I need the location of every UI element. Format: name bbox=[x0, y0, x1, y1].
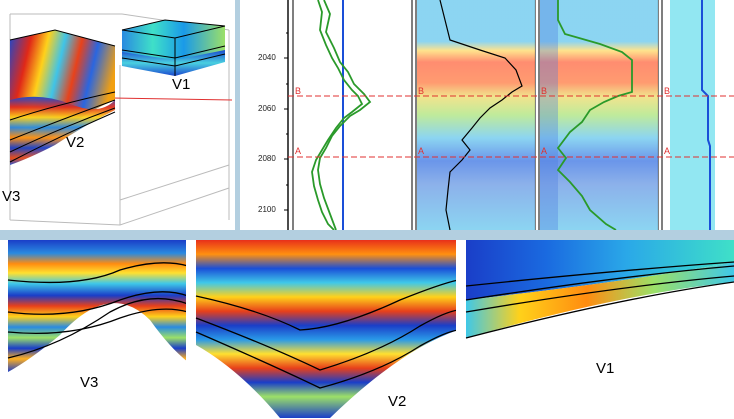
marker-a-track2: A bbox=[418, 146, 425, 156]
section-v3-horizons bbox=[7, 262, 189, 359]
marker-line-3d bbox=[111, 97, 233, 101]
section-v1-horizons bbox=[465, 261, 734, 339]
label-v2-3d: V2 bbox=[66, 134, 85, 151]
log-tracks-graphic bbox=[284, 0, 734, 230]
marker-a-track4: A bbox=[664, 146, 671, 156]
section-v3-fill bbox=[8, 240, 188, 372]
marker-b-track2: B bbox=[418, 86, 425, 96]
label-v2-section: V2 bbox=[388, 393, 407, 410]
marker-a-track1: A bbox=[295, 146, 302, 156]
sections-graphic bbox=[7, 240, 734, 418]
track2-fill bbox=[417, 0, 535, 230]
3d-view-graphic bbox=[9, 13, 233, 226]
log-tracks-panel[interactable]: 2040 2060 2080 2100 B B B B A A A A bbox=[240, 0, 734, 230]
section-v2-horizons bbox=[195, 279, 459, 389]
marker-a-track3: A bbox=[541, 146, 548, 156]
track3-curve bbox=[556, 0, 633, 230]
marker-b-track1: B bbox=[295, 86, 302, 96]
marker-b-track4: B bbox=[664, 86, 671, 96]
section-v1-fill-upper bbox=[466, 240, 734, 300]
track1-green-curve bbox=[311, 0, 364, 230]
track3-fill bbox=[540, 0, 658, 230]
marker-b-track3: B bbox=[541, 86, 548, 96]
depth-tick-2100: 2100 bbox=[258, 205, 276, 214]
label-v1-section: V1 bbox=[596, 360, 615, 377]
track4-curve bbox=[701, 0, 711, 230]
label-v3-section: V3 bbox=[80, 374, 99, 391]
label-v1-3d: V1 bbox=[172, 76, 191, 93]
3d-view-panel[interactable]: V1 V2 V3 bbox=[0, 0, 235, 230]
depth-tick-2060: 2060 bbox=[258, 104, 276, 113]
section-v1-fill-lower bbox=[466, 262, 734, 338]
vertical-divider[interactable] bbox=[235, 0, 240, 230]
depth-tick-2040: 2040 bbox=[258, 53, 276, 62]
track2-curve bbox=[439, 0, 523, 230]
horizontal-divider[interactable] bbox=[0, 230, 734, 240]
sections-panel[interactable]: V3 V2 V1 bbox=[0, 240, 734, 419]
section-v2-fill bbox=[196, 240, 458, 418]
label-v3-3d: V3 bbox=[2, 188, 21, 205]
depth-tick-2080: 2080 bbox=[258, 154, 276, 163]
